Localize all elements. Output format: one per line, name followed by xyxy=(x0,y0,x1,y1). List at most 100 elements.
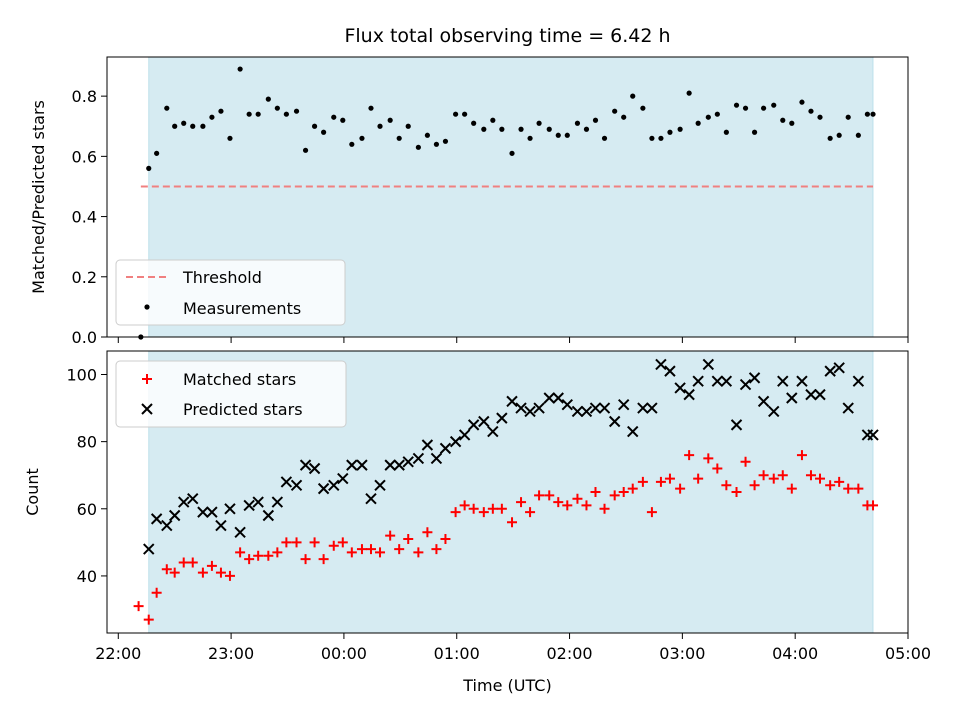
data-point-matched xyxy=(178,557,189,568)
data-point-predicted xyxy=(524,405,536,418)
data-point-matched xyxy=(581,500,592,511)
top-panel: 0.0 0.2 0.4 0.6 0.8 Threshold Measurements xyxy=(72,56,909,347)
data-point-measurement xyxy=(424,132,430,138)
data-point-measurement xyxy=(592,117,599,123)
data-point-predicted xyxy=(655,358,667,371)
data-point-predicted xyxy=(421,439,434,451)
axes-frame xyxy=(106,350,909,634)
data-point-measurement xyxy=(359,135,365,141)
data-point-matched xyxy=(664,473,675,484)
data-point-matched xyxy=(459,500,470,511)
data-point-measurement xyxy=(265,96,271,102)
data-point-measurement xyxy=(612,108,618,114)
data-point-measurement xyxy=(601,135,608,141)
data-point-measurement xyxy=(686,90,692,96)
data-point-matched xyxy=(712,463,723,474)
data-point-predicted xyxy=(571,405,584,418)
data-point-measurement xyxy=(481,126,487,132)
data-point-measurement xyxy=(190,123,196,129)
data-point-measurement xyxy=(771,102,777,108)
x-axis-label: Time (UTC) xyxy=(462,676,551,695)
data-point-predicted xyxy=(814,388,826,401)
data-point-predicted xyxy=(430,452,443,465)
y-tick-label: 0.4 xyxy=(72,208,97,227)
data-point-matched xyxy=(815,473,826,484)
data-point-predicted xyxy=(317,482,330,495)
y-tick-label: 0.8 xyxy=(72,87,97,106)
data-point-measurement xyxy=(583,126,590,132)
data-point-measurement xyxy=(387,117,393,123)
data-point-predicted xyxy=(234,526,246,538)
data-point-predicted xyxy=(449,435,462,448)
data-point-predicted xyxy=(852,375,865,387)
data-point-matched xyxy=(375,547,386,558)
data-point-measurement xyxy=(789,120,795,126)
data-point-matched xyxy=(703,453,714,464)
data-point-measurement xyxy=(181,120,187,126)
data-point-measurement xyxy=(574,120,581,126)
data-point-measurement xyxy=(677,126,683,132)
data-point-matched xyxy=(206,560,217,571)
data-point-matched xyxy=(309,537,320,548)
data-point-predicted xyxy=(777,375,789,387)
data-point-measurement xyxy=(146,165,152,171)
data-point-predicted xyxy=(683,388,695,401)
data-point-measurement xyxy=(733,102,740,108)
data-point-matched xyxy=(300,554,311,565)
data-point-predicted xyxy=(271,496,284,508)
data-point-matched xyxy=(637,476,648,487)
data-point-predicted xyxy=(515,402,527,414)
data-point-predicted xyxy=(757,395,770,408)
data-point-measurement xyxy=(237,66,243,72)
data-point-measurement xyxy=(799,99,805,105)
data-point-matched xyxy=(731,487,742,497)
data-point-measurement xyxy=(453,111,459,117)
top-y-axis-label: Matched/Predicted stars xyxy=(29,100,48,294)
data-point-matched xyxy=(440,534,451,544)
data-point-measurement xyxy=(527,135,533,141)
data-point-measurement xyxy=(621,114,627,120)
data-point-measurement xyxy=(836,132,842,138)
data-point-measurement xyxy=(509,150,515,156)
data-point-matched xyxy=(365,544,376,555)
bottom-legend: Matched stars Predicted stars xyxy=(115,360,347,428)
data-point-predicted xyxy=(664,365,676,377)
data-point-predicted xyxy=(215,519,227,532)
data-point-predicted xyxy=(768,405,780,418)
data-point-measurement xyxy=(714,111,720,117)
data-point-predicted xyxy=(824,365,836,377)
data-point-measurement xyxy=(311,123,318,129)
bottom-y-axis-label: Count xyxy=(23,468,42,516)
data-point-matched xyxy=(151,587,162,598)
data-point-predicted xyxy=(280,476,293,488)
data-point-measurement xyxy=(154,150,160,156)
data-point-measurement xyxy=(723,129,729,135)
data-point-matched xyxy=(403,534,414,544)
y-tick-label: 40 xyxy=(77,567,97,586)
data-point-matched xyxy=(169,567,180,578)
data-point-matched xyxy=(133,601,144,612)
bottom-legend-box xyxy=(115,360,347,428)
data-point-matched xyxy=(394,544,405,555)
data-point-predicted xyxy=(290,479,303,491)
data-point-measurement xyxy=(321,129,327,135)
data-point-predicted xyxy=(412,452,425,465)
x-tick-label: 23:00 xyxy=(208,644,254,663)
data-point-matched xyxy=(553,497,564,508)
y-tick-label: 80 xyxy=(77,433,97,452)
top-legend-box xyxy=(115,259,346,326)
x-tick-label: 01:00 xyxy=(434,644,480,663)
data-point-matched xyxy=(825,480,836,491)
data-point-matched xyxy=(721,480,732,491)
data-point-predicted xyxy=(402,456,414,468)
data-point-predicted xyxy=(308,462,321,475)
data-point-matched xyxy=(328,540,339,551)
data-point-predicted xyxy=(720,375,733,387)
data-point-measurement xyxy=(518,126,524,132)
y-tick-label: 0.2 xyxy=(72,268,97,287)
y-tick-label: 100 xyxy=(66,366,97,385)
data-point-measurement xyxy=(760,105,767,111)
legend-threshold-label: Threshold xyxy=(182,268,262,287)
data-point-matched xyxy=(853,483,864,494)
data-point-measurement xyxy=(630,93,636,99)
